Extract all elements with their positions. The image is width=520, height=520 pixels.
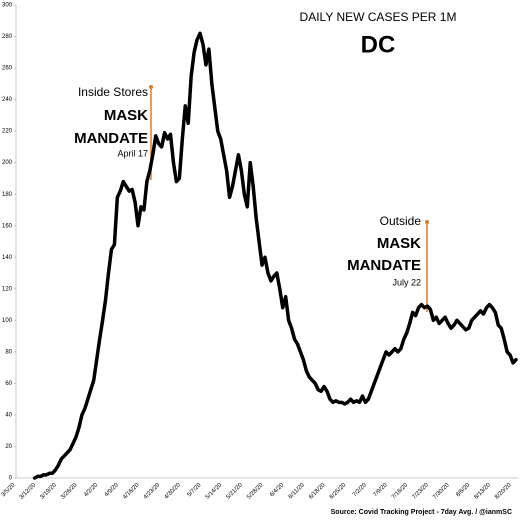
y-tick-label: 160 — [2, 223, 13, 229]
y-tick-label: 40 — [5, 413, 12, 419]
chart-title: DAILY NEW CASES PER 1M — [300, 10, 457, 24]
source: Source: Covid Tracking Project - 7day Av… — [331, 509, 512, 516]
y-tick-label: 300 — [2, 3, 13, 9]
data-line — [32, 31, 518, 480]
annotation-text: MANDATE — [347, 257, 421, 274]
annotation-text: July 22 — [392, 277, 421, 287]
y-tick-label: 100 — [2, 318, 13, 324]
annotation-text: MASK — [104, 107, 148, 124]
annotation-text: MASK — [377, 235, 421, 252]
annotation-dot — [149, 85, 153, 89]
y-tick-label: 220 — [2, 129, 13, 135]
chart-subtitle: DC — [361, 31, 396, 58]
annotation-text: April 17 — [117, 148, 148, 158]
y-tick-label: 80 — [5, 349, 12, 355]
annotation-text: Outside — [380, 214, 422, 228]
y-tick-label: 0 — [9, 476, 13, 482]
annotation-dot — [425, 220, 429, 224]
y-tick-label: 60 — [5, 381, 12, 387]
annotation-text: MANDATE — [74, 130, 148, 147]
y-tick-label: 180 — [2, 192, 13, 198]
y-tick-label: 200 — [2, 160, 13, 166]
y-tick-label: 260 — [2, 66, 13, 72]
y-tick-label: 280 — [2, 34, 13, 40]
y-tick-label: 240 — [2, 97, 13, 103]
y-tick-label: 20 — [5, 444, 12, 450]
y-tick-label: 120 — [2, 286, 13, 292]
annotation-text: Inside Stores — [78, 85, 148, 99]
y-tick-label: 140 — [2, 255, 13, 261]
